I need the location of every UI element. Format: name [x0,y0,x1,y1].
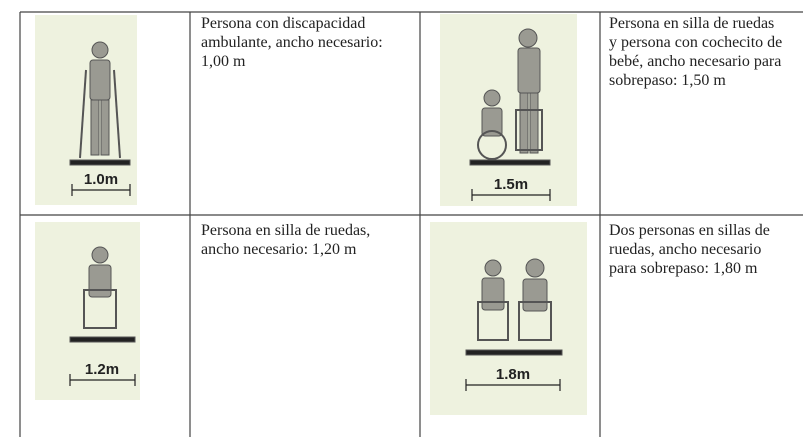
table-borders [19,11,803,437]
text-line: 1,00 m [201,53,246,70]
dimension-lines [69,184,561,391]
cell-text: Persona en silla de ruedas y persona con… [609,14,782,90]
text-line: Dos personas en sillas de [609,222,770,239]
cell-text: Persona con discapacidad ambulante, anch… [201,14,383,71]
cell-text: Persona en silla de ruedas, ancho necesa… [201,221,370,259]
measure-label: 1.2m [85,361,119,378]
measure-label: 1.0m [84,171,118,188]
measure-label: 1.5m [494,176,528,193]
figure-wheelchair [69,246,136,343]
measure-label: 1.8m [496,366,530,383]
text-line: Persona en silla de ruedas, [201,222,371,239]
text-line: ancho necesario: 1,20 m [201,241,357,258]
text-line: ambulante, ancho necesario: [201,34,383,51]
figure-wheelchair-stroller [469,28,551,166]
text-line: bebé, ancho necesario para [609,53,782,70]
text-line: ruedas, ancho necesario [609,241,762,258]
text-line: Persona con discapacidad [201,15,366,32]
figure-two-wheelchairs [465,258,563,356]
figure-crutches [69,41,131,166]
text-line: para sobrepaso: 1,80 m [609,260,758,277]
text-line: y persona con cochecito de [609,34,783,51]
cell-text: Dos personas en sillas de ruedas, ancho … [609,221,770,278]
text-line: sobrepaso: 1,50 m [609,72,726,89]
text-line: Persona en silla de ruedas [609,15,775,32]
